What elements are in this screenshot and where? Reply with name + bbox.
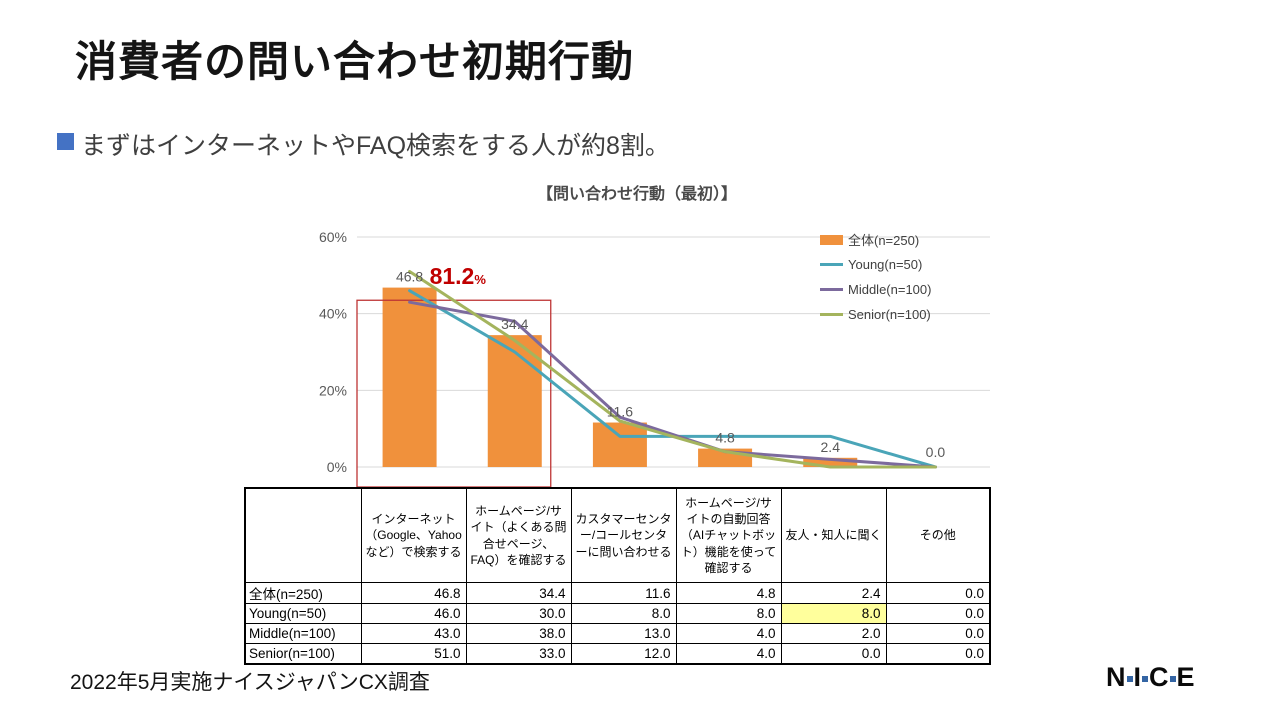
subtitle-text: まずはインターネットやFAQ検索をする人が約8割。 <box>81 132 670 160</box>
legend-line-swatch-icon <box>820 288 843 291</box>
legend-line-swatch-icon <box>820 263 843 266</box>
table-header: インターネット（Google、Yahooなど）で検索する ホームページ/サイト（よ… <box>244 487 991 583</box>
table-cell: 0.0 <box>885 582 991 604</box>
y-axis-tick-label: 0% <box>327 459 347 475</box>
table-row: Senior(n=100) 51.0 33.0 12.0 4.0 0.0 0.0 <box>244 643 991 665</box>
legend-bar-swatch-icon <box>820 234 843 245</box>
data-table: インターネット（Google、Yahooなど）で検索する ホームページ/サイト（よ… <box>244 487 991 665</box>
annotation-total-label: 81.2% <box>430 263 487 289</box>
legend-label: 全体(n=250) <box>848 233 920 248</box>
table-cell: 11.6 <box>570 582 677 604</box>
logo-dot-icon <box>1126 675 1133 682</box>
table-cell: 0.0 <box>780 643 887 665</box>
bar-data-label: 0.0 <box>926 444 946 460</box>
table-cell: 8.0 <box>570 603 677 624</box>
table-cell: 0.0 <box>885 603 991 624</box>
bar <box>382 287 437 467</box>
table-cell: 0.0 <box>885 643 991 665</box>
legend-item-zentai: 全体(n=250) <box>820 231 931 248</box>
y-axis-tick-label: 40% <box>319 306 347 322</box>
logo-dot-icon <box>1142 675 1149 682</box>
column-header: ホームページ/サイト（よくある問合せページ、FAQ）を確認する <box>465 487 572 583</box>
footer-note: 2022年5月実施ナイスジャパンCX調査 <box>70 671 430 694</box>
column-header: ホームページ/サイトの自動回答（AIチャットボット）機能を使って確認する <box>675 487 782 583</box>
page-title: 消費者の問い合わせ初期行動 <box>75 38 635 85</box>
table-cell: 2.4 <box>780 582 887 604</box>
row-label: Middle(n=100) <box>244 623 362 644</box>
table-cell: 4.0 <box>675 623 782 644</box>
column-header: 友人・知人に聞く <box>780 487 887 583</box>
table-cell: 13.0 <box>570 623 677 644</box>
column-header: その他 <box>885 487 991 583</box>
column-header: インターネット（Google、Yahooなど）で検索する <box>360 487 467 583</box>
line-series-2 <box>408 270 937 469</box>
y-axis-tick-label: 60% <box>319 229 347 245</box>
line-series-1 <box>408 300 937 469</box>
legend-label: Senior(n=100) <box>848 307 931 322</box>
table-cell: 4.8 <box>675 582 782 604</box>
bar <box>803 457 858 467</box>
table-cell: 43.0 <box>360 623 467 644</box>
bar-data-label: 4.8 <box>715 430 735 446</box>
y-axis-tick-label: 20% <box>319 382 347 398</box>
bar-data-label: 34.4 <box>501 316 528 332</box>
bar-data-label: 46.8 <box>396 269 423 285</box>
row-label: Senior(n=100) <box>244 643 362 665</box>
subtitle: まずはインターネットやFAQ検索をする人が約8割。 <box>57 126 670 162</box>
table-cell: 8.0 <box>675 603 782 624</box>
logo-letter: C <box>1149 662 1169 692</box>
logo-letter: I <box>1133 662 1142 692</box>
logo-dot-icon <box>1169 675 1176 682</box>
table-cell: 51.0 <box>360 643 467 665</box>
table-cell: 0.0 <box>885 623 991 644</box>
column-header: カスタマーセンター/コールセンターに問い合わせる <box>570 487 677 583</box>
bar-data-label: 11.6 <box>607 404 633 420</box>
legend-item-young: Young(n=50) <box>820 256 931 273</box>
logo-letter: E <box>1176 662 1195 692</box>
bar <box>592 422 647 467</box>
bullet-square-icon <box>57 133 74 150</box>
chart-legend: 全体(n=250) Young(n=50) Middle(n=100) Seni… <box>820 231 931 323</box>
table-row: Middle(n=100) 43.0 38.0 13.0 4.0 2.0 0.0 <box>244 623 991 644</box>
legend-label: Young(n=50) <box>848 257 923 272</box>
table-cell: 46.0 <box>360 603 467 624</box>
annotation-suffix: % <box>474 272 486 287</box>
table-cell: 12.0 <box>570 643 677 665</box>
bar-data-label: 2.4 <box>821 439 841 455</box>
legend-label: Middle(n=100) <box>848 282 932 297</box>
chart-title: 【問い合わせ行動（最初）】 <box>536 186 737 203</box>
table-row: Young(n=50) 46.0 30.0 8.0 8.0 8.0 0.0 <box>244 603 991 624</box>
corner-cell <box>244 487 362 583</box>
table-cell: 2.0 <box>780 623 887 644</box>
table-cell: 38.0 <box>465 623 572 644</box>
legend-item-senior: Senior(n=100) <box>820 306 931 323</box>
table-cell: 34.4 <box>465 582 572 604</box>
logo-letter: N <box>1106 662 1126 692</box>
table-row: 全体(n=250) 46.8 34.4 11.6 4.8 2.4 0.0 <box>244 582 991 604</box>
table-cell: 4.0 <box>675 643 782 665</box>
row-label: Young(n=50) <box>244 603 362 624</box>
bar <box>487 335 542 467</box>
table-cell: 8.0 <box>780 603 887 624</box>
legend-item-middle: Middle(n=100) <box>820 281 931 298</box>
row-label: 全体(n=250) <box>244 582 362 604</box>
table-cell: 33.0 <box>465 643 572 665</box>
table-cell: 30.0 <box>465 603 572 624</box>
table-cell: 46.8 <box>360 582 467 604</box>
legend-line-swatch-icon <box>820 313 843 316</box>
